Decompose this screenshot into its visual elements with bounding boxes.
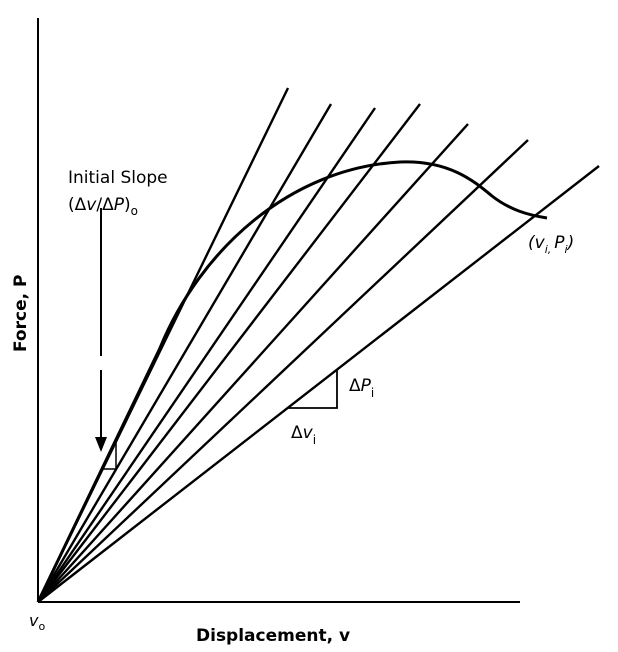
delta-v-label: Δvi [291,423,316,447]
x-axis-label: Displacement, v [196,626,350,646]
load-displacement-curve [36,160,548,603]
secant-line-5 [37,123,469,603]
secant-line-4 [37,103,421,603]
y-axis-label: Force, P [11,275,31,352]
delta-p-label: ΔPi [349,376,374,400]
secant-line-6 [37,139,529,603]
origin-label: vo [29,611,45,633]
secant-line-7 [37,165,600,603]
secant-line-3 [37,107,376,603]
secant-line-2 [36,103,333,603]
secant-lines [36,87,600,603]
initial-slope-triangle [101,441,117,470]
initial-slope-label: Initial Slope [68,168,168,188]
point-label: (vi, Pi) [528,233,574,256]
initial-slope-expression: (Δv/ΔP)o [68,195,138,218]
arrowhead-icon [95,437,107,452]
increment-triangle [288,370,338,409]
